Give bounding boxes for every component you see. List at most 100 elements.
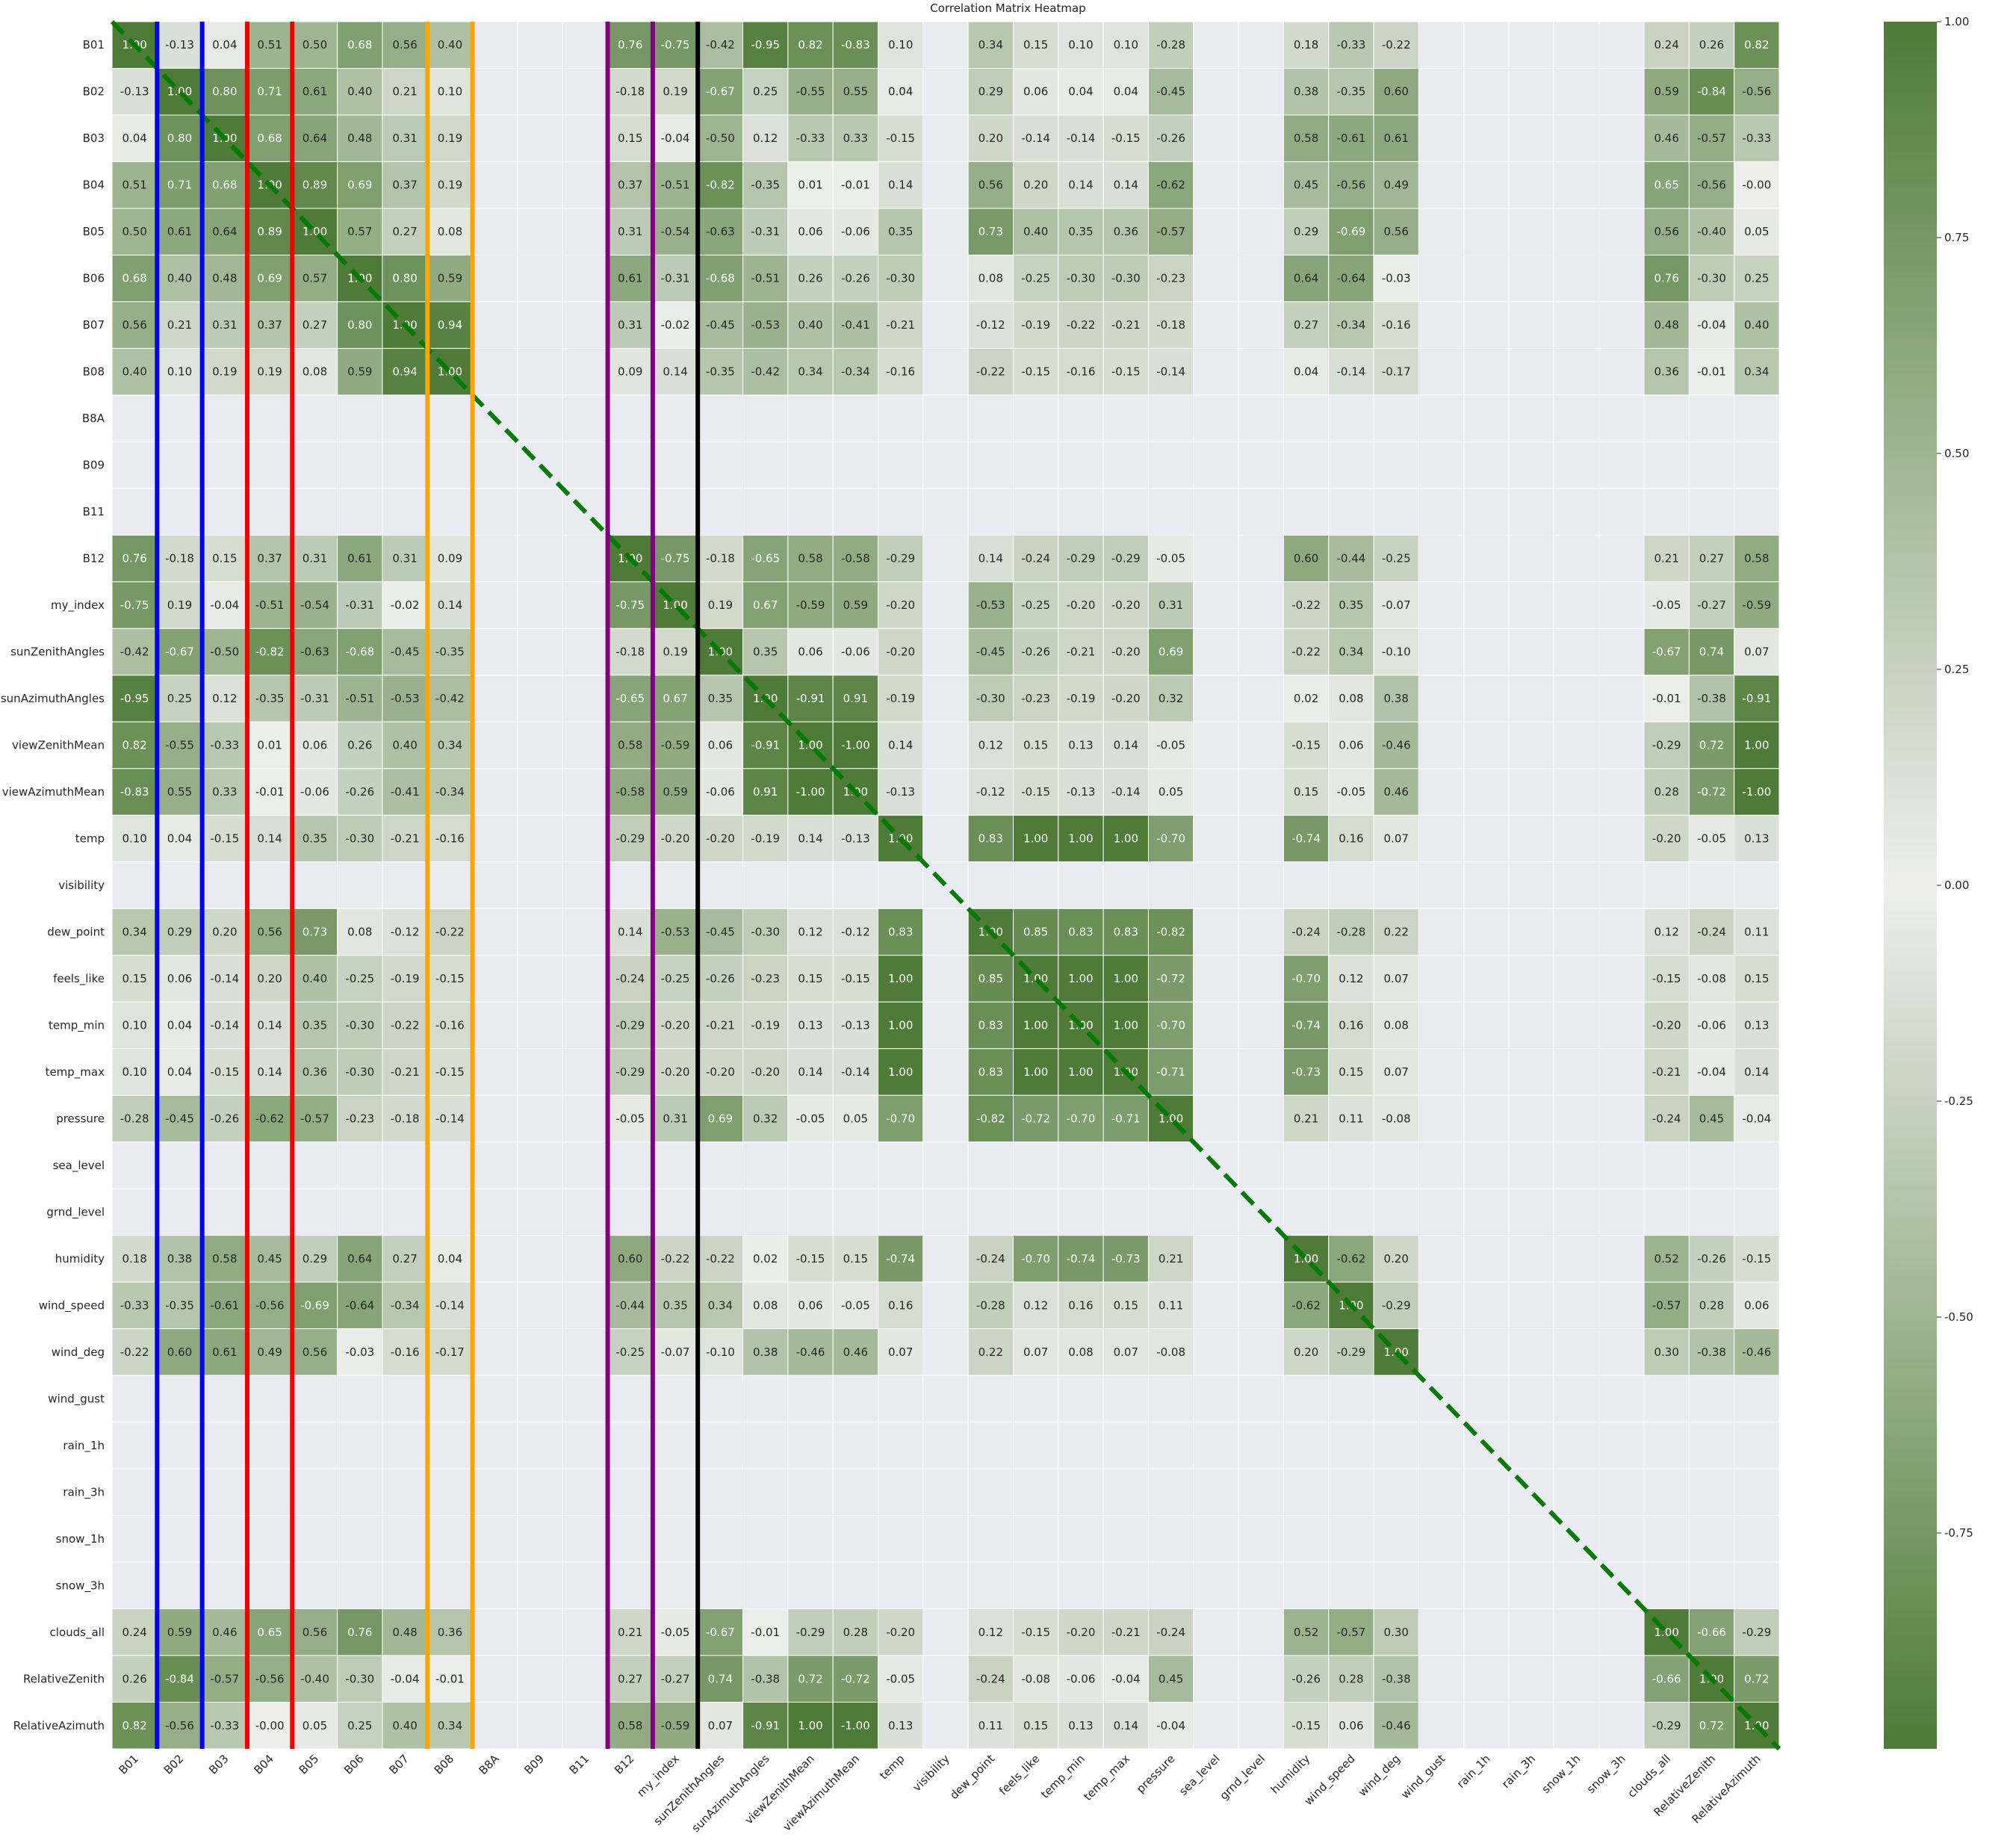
cell-value-label: 0.72: [798, 1672, 822, 1685]
heatmap-cell: [607, 721, 654, 769]
heatmap-cell-empty: [742, 441, 789, 489]
heatmap-cell-empty: [922, 301, 969, 349]
heatmap-cell: [1283, 628, 1330, 676]
heatmap-cell-empty: [517, 628, 563, 676]
heatmap-cell-empty: [922, 1048, 969, 1096]
heatmap-cell: [1058, 254, 1104, 303]
heatmap-cell-empty: [111, 1375, 158, 1423]
cell-value-label: 0.69: [347, 179, 372, 192]
heatmap-cell: [1734, 1281, 1780, 1330]
heatmap-cell: [878, 208, 924, 255]
cell-value-label: 0.28: [1699, 1298, 1724, 1312]
heatmap-cell: [607, 161, 654, 209]
heatmap-cell: [291, 1702, 338, 1750]
cell-value-label: 0.05: [303, 1719, 327, 1732]
row-label: wind_gust: [48, 1392, 105, 1406]
cell-value-label: 0.36: [1654, 365, 1678, 379]
heatmap-cell: [291, 254, 338, 303]
heatmap-cell-empty: [517, 21, 563, 69]
cell-value-label: -0.75: [615, 598, 645, 612]
cell-value-label: -0.06: [841, 645, 870, 659]
heatmap-cell: [1102, 1094, 1149, 1143]
cell-value-label: -0.30: [345, 1672, 374, 1685]
heatmap-cell-empty: [1012, 1188, 1059, 1236]
heatmap-cell: [787, 581, 834, 629]
heatmap-cell-empty: [382, 1142, 428, 1189]
heatmap-cell-empty: [156, 441, 203, 489]
heatmap-cell: [1328, 1235, 1374, 1283]
cell-value-label: -0.30: [345, 832, 374, 846]
heatmap-cell: [878, 675, 924, 722]
heatmap-cell-empty: [1553, 301, 1600, 349]
cell-value-label: 0.12: [978, 1626, 1003, 1639]
heatmap-cell-empty: [111, 861, 158, 909]
heatmap-cell-empty: [1328, 394, 1374, 442]
heatmap-cell: [111, 114, 158, 162]
heatmap-cell: [832, 1655, 879, 1703]
heatmap-cell-empty: [742, 1515, 789, 1563]
heatmap-cell-empty: [472, 534, 518, 583]
heatmap-cell: [697, 301, 744, 349]
heatmap-cell-empty: [1238, 955, 1284, 1003]
heatmap-cell: [382, 1328, 428, 1376]
heatmap-cell: [156, 1001, 203, 1050]
heatmap-cell-empty: [517, 1375, 563, 1423]
heatmap-cell-empty: [1734, 1188, 1780, 1236]
heatmap-cell-empty: [517, 301, 563, 349]
heatmap-cell: [337, 534, 383, 583]
heatmap-cell-empty: [1102, 1142, 1149, 1189]
cell-value-label: -0.63: [300, 645, 329, 659]
heatmap-cell: [742, 721, 789, 769]
heatmap-cell: [967, 768, 1014, 816]
heatmap-cell-empty: [472, 1142, 518, 1189]
cell-value-label: 0.22: [978, 1345, 1003, 1359]
cell-value-label: 0.12: [1654, 925, 1678, 938]
heatmap-cell: [1643, 908, 1690, 956]
cell-value-label: 0.26: [1699, 38, 1724, 52]
heatmap-cell: [111, 1655, 158, 1703]
cell-value-label: -0.06: [1067, 1672, 1096, 1685]
heatmap-cell-empty: [472, 861, 518, 909]
cell-value-label: -0.70: [1291, 972, 1321, 985]
heatmap-cell-empty: [472, 441, 518, 489]
heatmap-cell-empty: [878, 1142, 924, 1189]
cell-value-label: 0.56: [303, 1626, 327, 1639]
cell-value-label: -0.25: [615, 1345, 645, 1359]
cell-value-label: -0.54: [300, 598, 329, 612]
heatmap-cell-empty: [1508, 347, 1554, 396]
cell-value-label: -0.22: [1382, 38, 1411, 52]
cell-value-label: -0.14: [1111, 785, 1141, 799]
cell-value-label: 0.34: [438, 1719, 462, 1732]
column-label: snow_1h: [1539, 1752, 1584, 1797]
cell-value-label: -0.08: [1382, 1112, 1411, 1125]
cell-value-label: 0.61: [303, 85, 327, 99]
heatmap-cell-empty: [562, 721, 609, 769]
column-label: rain_3h: [1499, 1752, 1539, 1791]
heatmap-cell: [1102, 208, 1149, 255]
heatmap-cell-empty: [517, 394, 563, 442]
heatmap-cell-empty: [652, 1561, 698, 1610]
row-label: sea_level: [53, 1159, 105, 1173]
heatmap-cell: [787, 768, 834, 816]
heatmap-cell: [787, 1281, 834, 1330]
column-label: B03: [206, 1752, 232, 1777]
heatmap-cell-empty: [382, 441, 428, 489]
cell-value-label: -1.00: [841, 1719, 870, 1732]
heatmap-cell: [382, 628, 428, 676]
heatmap-cell-empty: [1598, 908, 1645, 956]
cell-value-label: 0.29: [303, 1252, 327, 1266]
row-label: B04: [83, 179, 105, 192]
heatmap-cell: [1734, 1328, 1780, 1376]
heatmap-cell-empty: [472, 1235, 518, 1283]
heatmap-cell-empty: [1688, 1375, 1735, 1423]
heatmap-cell: [156, 581, 203, 629]
cell-value-label: 0.48: [1654, 318, 1678, 332]
heatmap-cell-empty: [787, 1561, 834, 1610]
heatmap-cell-empty: [517, 955, 563, 1003]
cell-value-label: 0.35: [303, 832, 327, 846]
cell-value-label: -0.08: [1021, 1672, 1050, 1685]
cell-value-label: 0.04: [167, 1065, 192, 1079]
cell-value-label: -0.01: [1697, 365, 1726, 379]
heatmap-cell-empty: [1328, 1468, 1374, 1517]
heatmap-cell-empty: [382, 1515, 428, 1563]
